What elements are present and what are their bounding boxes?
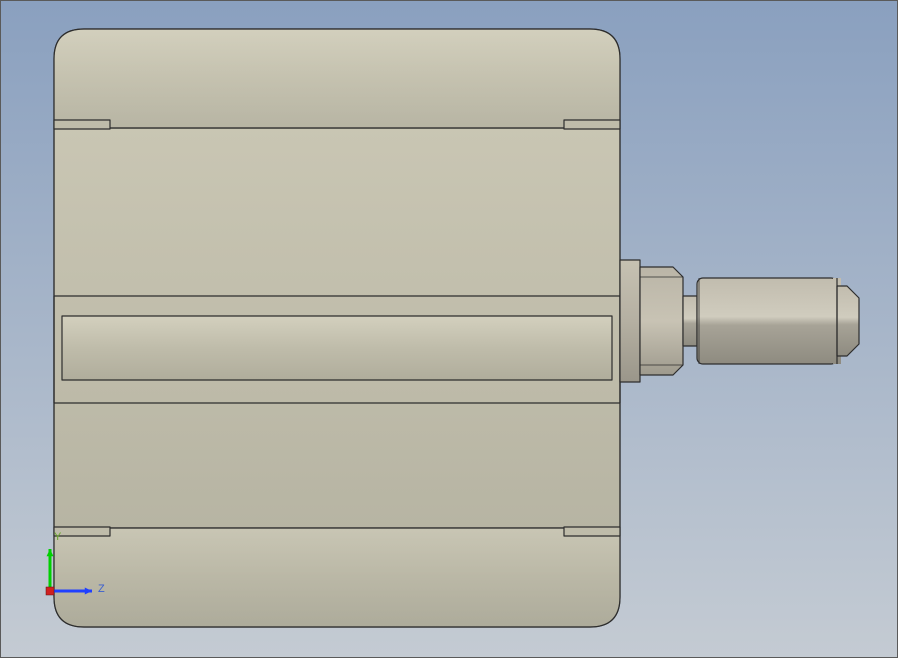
cad-viewport[interactable]: Y Z: [0, 0, 898, 658]
model-canvas: [1, 1, 898, 658]
